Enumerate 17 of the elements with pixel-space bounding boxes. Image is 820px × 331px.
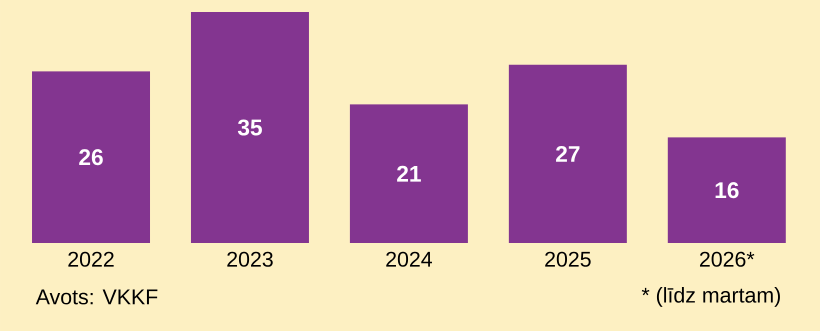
- x-tick-label: 2026*: [700, 252, 754, 267]
- data-label: 26: [79, 149, 103, 166]
- bar: [668, 137, 786, 243]
- data-label: 21: [397, 166, 421, 182]
- x-tick-label: 2025: [545, 252, 591, 267]
- bar: [508, 64, 627, 243]
- x-tick-label: 2024: [386, 252, 432, 267]
- text: Avots: VKKF: [36, 290, 158, 304]
- bar: [190, 12, 309, 243]
- text: * (līdz martam): [642, 287, 780, 307]
- data-label: 27: [556, 146, 580, 162]
- bar: [350, 104, 468, 243]
- x-tick-label: 2022: [68, 252, 114, 267]
- data-label: 35: [238, 119, 262, 136]
- data-label: 16: [716, 182, 739, 198]
- bar: [32, 71, 150, 243]
- x-tick-label: 2023: [227, 252, 273, 267]
